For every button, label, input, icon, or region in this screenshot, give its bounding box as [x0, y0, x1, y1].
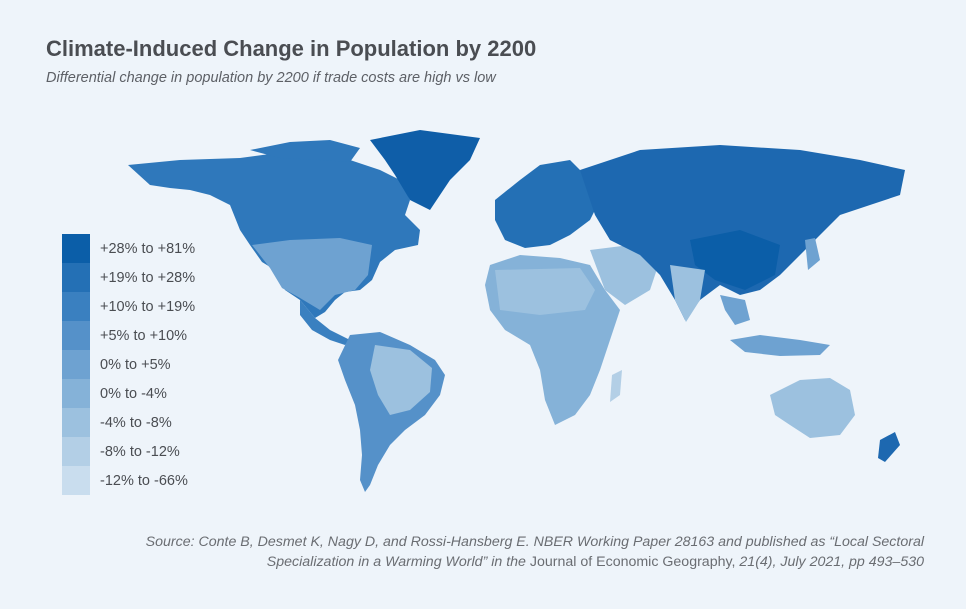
- map-subtitle: Differential change in population by 220…: [46, 70, 496, 86]
- legend-swatch: [62, 263, 90, 292]
- central-america: [300, 300, 350, 345]
- europe: [495, 160, 600, 248]
- legend-label: +10% to +19%: [100, 299, 196, 315]
- brazil-region: [370, 345, 432, 415]
- legend-swatch: [62, 292, 90, 321]
- legend-swatch: [62, 466, 90, 495]
- legend-label: 0% to -4%: [100, 386, 167, 402]
- australia: [770, 378, 855, 438]
- usa-region: [252, 238, 372, 310]
- new-zealand: [878, 432, 900, 462]
- legend-label: +5% to +10%: [100, 328, 188, 344]
- china-region: [690, 230, 780, 290]
- legend-label: -12% to -66%: [100, 473, 188, 489]
- arctic-islands: [250, 140, 360, 162]
- source-line-2a: Specialization in a Warming World” in th…: [266, 554, 530, 570]
- source-line-2b: 21(4), July 2021, pp 493–530: [735, 554, 924, 570]
- source-note: Source: Conte B, Desmet K, Nagy D, and R…: [44, 532, 924, 572]
- madagascar: [610, 370, 622, 402]
- indonesia: [730, 335, 830, 356]
- sahara-region: [495, 268, 595, 315]
- greenland: [370, 130, 480, 210]
- japan: [805, 238, 820, 270]
- legend-swatch: [62, 350, 90, 379]
- source-journal: Journal of Economic Geography,: [529, 554, 736, 570]
- legend-label: +28% to +81%: [100, 241, 196, 257]
- source-line-1: Source: Conte B, Desmet K, Nagy D, and R…: [145, 534, 924, 550]
- north-america: [128, 150, 420, 318]
- legend-swatch: [62, 408, 90, 437]
- legend-label: 0% to +5%: [100, 357, 171, 373]
- legend-swatch: [62, 234, 90, 263]
- middle-east: [590, 245, 660, 305]
- legend-label: -4% to -8%: [100, 415, 172, 431]
- legend-swatch: [62, 321, 90, 350]
- legend-swatch: [62, 379, 90, 408]
- legend-label: -8% to -12%: [100, 444, 180, 460]
- india-region: [670, 265, 705, 322]
- legend-swatch: [62, 437, 90, 466]
- map-title: Climate-Induced Change in Population by …: [46, 36, 537, 61]
- southeast-asia: [720, 295, 750, 325]
- legend-label: +19% to +28%: [100, 270, 196, 286]
